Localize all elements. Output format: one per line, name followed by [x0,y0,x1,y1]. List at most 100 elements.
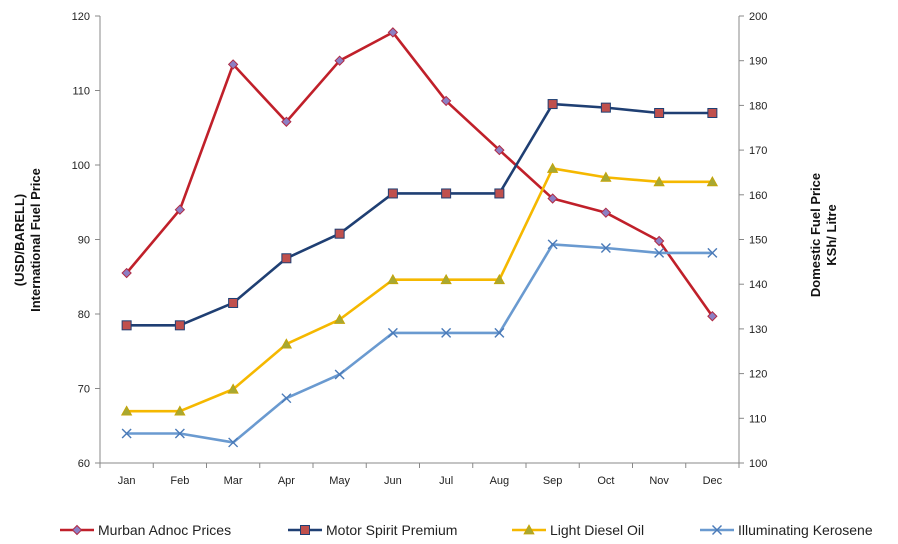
series-point-3 [174,428,185,439]
series-point-0 [174,204,186,215]
series-point-2 [333,313,346,324]
series-line-2 [126,167,713,413]
series-point-2 [227,383,239,394]
x-axis-tick-label: May [329,475,350,487]
series-point-0 [600,207,612,218]
series-point-0 [227,59,239,70]
left-axis-tick-label: 120 [72,11,90,23]
x-marker-stroke [228,437,239,448]
x-marker-stroke [547,239,558,250]
series-point-2 [706,176,719,187]
series-layer [120,27,719,448]
series-point-3 [387,327,398,338]
x-axis-tick-label: Apr [278,475,295,487]
right-axis-tick-label: 130 [749,324,767,336]
series-point-0 [387,27,399,38]
series-point-2 [653,176,665,187]
right-axis-tick-label: 140 [749,279,767,291]
left-axis-title-line: International Fuel Price [28,168,43,312]
series-point-3 [600,242,611,253]
x-marker-stroke [654,247,665,258]
legend-label: Illuminating Kerosene [738,522,873,538]
x-axis-tick-label: Jan [118,475,136,487]
series-point-2 [440,273,452,285]
x-axis-tick-label: Jul [439,475,453,487]
axes-layer: 60 70 80 90 100 110 120 100 110 120 130 140 150 160 17… [12,11,839,487]
right-axis-title-line: Domestic Fuel Price [808,173,823,297]
series-point-2 [600,171,612,182]
left-axis-tick-label: 80 [78,309,90,321]
left-axis-tick-label: 90 [78,235,90,247]
series-point-3 [547,239,558,250]
series-point-1 [228,297,239,308]
series-point-0 [547,193,558,204]
right-axis-tick-label: 120 [749,369,767,381]
series-point-0 [494,144,505,156]
x-marker-stroke [494,327,505,338]
series-point-3 [281,393,292,404]
x-axis-tick-label: Dec [703,475,723,487]
x-axis-tick-label: Oct [597,475,614,487]
series-point-3 [707,247,718,258]
series-point-0 [281,116,292,127]
x-marker-stroke [441,327,452,338]
legend-swatch-marker [71,524,83,536]
series-point-3 [494,327,505,338]
legend-item-1: Motor Spirit Premium [288,522,457,538]
x-axis-tick-label: Nov [649,475,669,487]
x-marker-stroke [121,428,132,439]
legend: Murban Adnoc Prices Motor Spirit Premium L… [60,522,873,538]
left-axis-tick-label: 100 [72,160,90,172]
right-axis-tick-label: 160 [749,190,767,202]
legend-label: Murban Adnoc Prices [98,522,231,538]
right-axis-tick-label: 170 [749,145,767,157]
series-point-3 [334,369,345,380]
series-point-3 [121,428,132,439]
x-marker-stroke [174,428,185,439]
x-marker-stroke [387,327,398,338]
legend-item-2: Light Diesel Oil [512,522,644,538]
series-point-0 [334,55,345,66]
x-marker-stroke [281,393,292,404]
left-axis-tick-label: 60 [78,458,90,470]
x-axis-tick-label: Feb [170,475,189,487]
series-point-2 [120,405,133,416]
series-point-2 [174,405,186,416]
series-point-3 [654,247,665,258]
legend-label: Motor Spirit Premium [326,522,457,538]
x-marker-stroke [707,247,718,258]
series-point-1 [547,99,558,110]
series-point-3 [441,327,452,338]
right-axis-tick-label: 150 [749,235,767,247]
series-line-0 [125,31,714,317]
x-axis-tick-label: Aug [490,475,510,487]
left-axis-title: (USD/BARELL)International Fuel Price [12,168,43,312]
series-point-0 [440,95,452,107]
series-point-1 [654,107,665,118]
series-point-1 [121,320,132,331]
right-axis-title: Domestic Fuel PriceKSh/ Litre [808,173,839,297]
series-point-0 [653,235,665,247]
legend-swatch-marker [712,525,722,535]
series-line-1 [126,102,713,327]
series-point-2 [387,273,399,285]
series-point-2 [493,273,506,285]
legend-item-0: Murban Adnoc Prices [60,522,231,538]
series-point-1 [441,188,452,199]
left-axis-title-line: (USD/BARELL) [12,194,27,286]
series-point-1 [387,188,398,199]
series-point-1 [707,107,718,118]
x-axis-tick-label: Sep [543,475,563,487]
legend-swatch-marker [300,525,310,535]
left-axis-tick-label: 70 [78,384,90,396]
left-axis-tick-label: 110 [72,86,90,98]
right-axis-tick-label: 110 [749,413,767,425]
series-point-1 [281,253,292,264]
x-axis-tick-label: Jun [384,475,402,487]
series-point-2 [280,338,293,349]
series-point-3 [228,437,239,448]
series-line-3 [126,243,713,444]
legend-label: Light Diesel Oil [550,522,644,538]
